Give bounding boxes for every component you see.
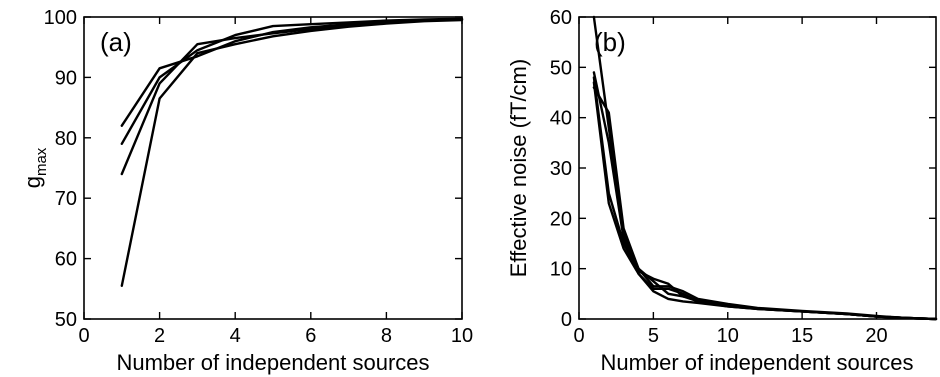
panel-a-series-line-3 xyxy=(120,18,464,176)
y-tick-label: 0 xyxy=(561,309,572,331)
x-tick-label: 2 xyxy=(154,325,165,347)
y-tick-label: 60 xyxy=(550,7,572,29)
panel-b-x-axis-label: Number of independent sources xyxy=(600,350,913,375)
panel-b-series-line-5 xyxy=(592,71,938,321)
panel-a-plot-frame xyxy=(83,16,463,320)
x-tick-label: 5 xyxy=(648,325,659,347)
x-tick-label: 6 xyxy=(305,325,316,347)
x-tick-label: 4 xyxy=(230,325,241,347)
y-tick-label: 50 xyxy=(55,309,77,331)
panel-a-y-ticks: 50 60 70 80 90 100 xyxy=(44,7,462,331)
panel-b-x-ticks: 0 5 10 15 20 xyxy=(573,17,888,347)
panel-a-label: (a) xyxy=(100,27,132,57)
panel-b-y-ticks: 0 10 20 30 40 50 60 xyxy=(550,7,936,331)
y-tick-label: 90 xyxy=(55,67,77,89)
panel-b-chart: 0 5 10 15 20 0 10 20 30 40 50 60 (b) Number of ind… xyxy=(506,7,938,375)
x-tick-label: 10 xyxy=(451,325,473,347)
panel-a-series-line-1 xyxy=(120,18,464,127)
y-tick-label: 40 xyxy=(550,108,572,130)
panel-a-y-axis-label-sub: max xyxy=(33,147,50,176)
y-tick-label: 80 xyxy=(55,128,77,150)
y-tick-label: 10 xyxy=(550,259,572,281)
y-tick-label: 50 xyxy=(550,57,572,79)
x-tick-label: 0 xyxy=(573,325,584,347)
y-tick-label: 30 xyxy=(550,158,572,180)
y-tick-label: 100 xyxy=(44,7,77,29)
x-tick-label: 20 xyxy=(865,325,887,347)
y-tick-label: 70 xyxy=(55,188,77,210)
panel-a-x-ticks: 0 2 4 6 8 10 xyxy=(78,17,473,347)
y-tick-label: 20 xyxy=(550,208,572,230)
panel-a-y-axis-label-main: g xyxy=(20,176,45,188)
panel-a-chart: 0 2 4 6 8 10 50 60 70 80 90 100 (a) Number of inde… xyxy=(20,7,473,375)
panel-b-y-axis-label: Effective noise (fT/cm) xyxy=(506,59,531,277)
panel-b-series xyxy=(592,15,938,321)
panel-b-plot-frame xyxy=(578,16,937,320)
x-tick-label: 10 xyxy=(717,325,739,347)
panel-a-series-line-4 xyxy=(120,18,464,287)
y-tick-label: 60 xyxy=(55,249,77,271)
x-tick-label: 0 xyxy=(78,325,89,347)
panel-b-series-line-4 xyxy=(592,81,938,321)
panel-b-series-line-3 xyxy=(592,86,938,321)
panel-a-y-axis-label: gmax xyxy=(20,147,50,188)
panel-b-label: (b) xyxy=(594,27,626,57)
x-tick-label: 15 xyxy=(791,325,813,347)
x-tick-label: 8 xyxy=(381,325,392,347)
panel-a-x-axis-label: Number of independent sources xyxy=(116,350,429,375)
panel-a-series xyxy=(120,17,464,287)
